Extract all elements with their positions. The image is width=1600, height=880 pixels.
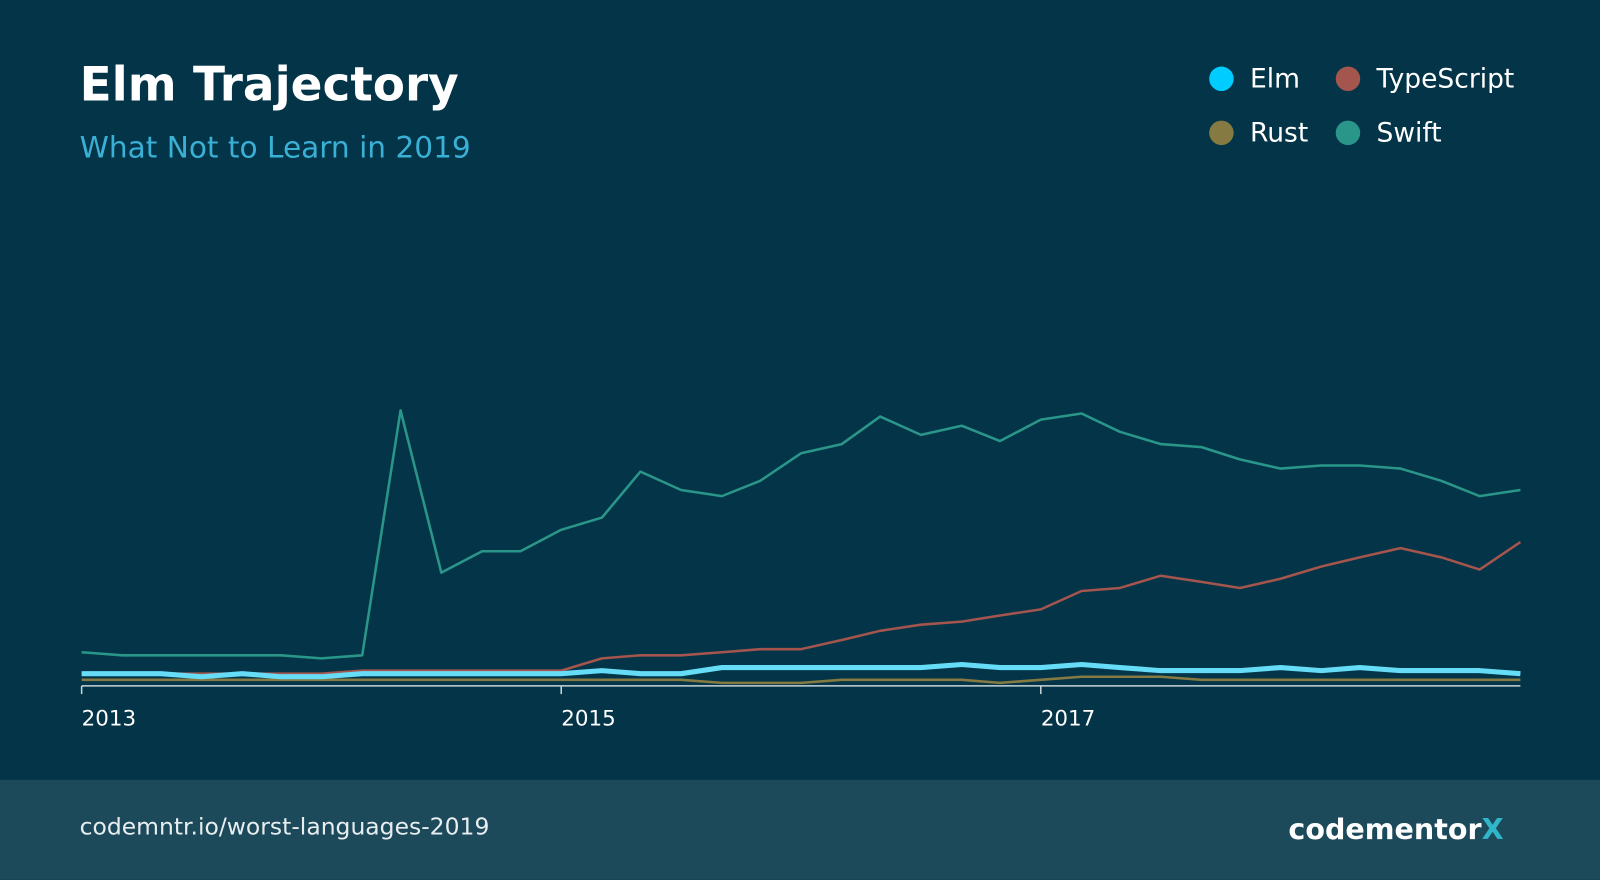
series-line xyxy=(81,409,1521,660)
legend-marker xyxy=(1209,120,1234,146)
x-tick-label: 2015 xyxy=(561,707,615,732)
x-tick-label: 2017 xyxy=(1041,707,1095,732)
series-line xyxy=(81,540,1522,675)
legend-label: TypeScript xyxy=(1376,63,1515,94)
legend-label: Rust xyxy=(1250,117,1308,148)
logo-mark: X xyxy=(1482,812,1504,846)
x-tick-label: 2013 xyxy=(82,707,136,732)
legend-label: Elm xyxy=(1250,63,1300,94)
series-line xyxy=(81,661,1521,680)
legend-marker xyxy=(1209,66,1234,92)
footer-url: codemntr.io/worst-languages-2019 xyxy=(80,812,490,840)
chart-subtitle: What Not to Learn in 2019 xyxy=(80,131,471,165)
logo-text: codementor xyxy=(1288,812,1481,846)
legend-marker xyxy=(1335,66,1361,92)
legend-label: Swift xyxy=(1377,117,1442,148)
chart-title: Elm Trajectory xyxy=(80,57,459,112)
series-line xyxy=(81,675,1521,685)
legend-marker xyxy=(1335,120,1361,146)
footer-bar xyxy=(0,779,1600,880)
